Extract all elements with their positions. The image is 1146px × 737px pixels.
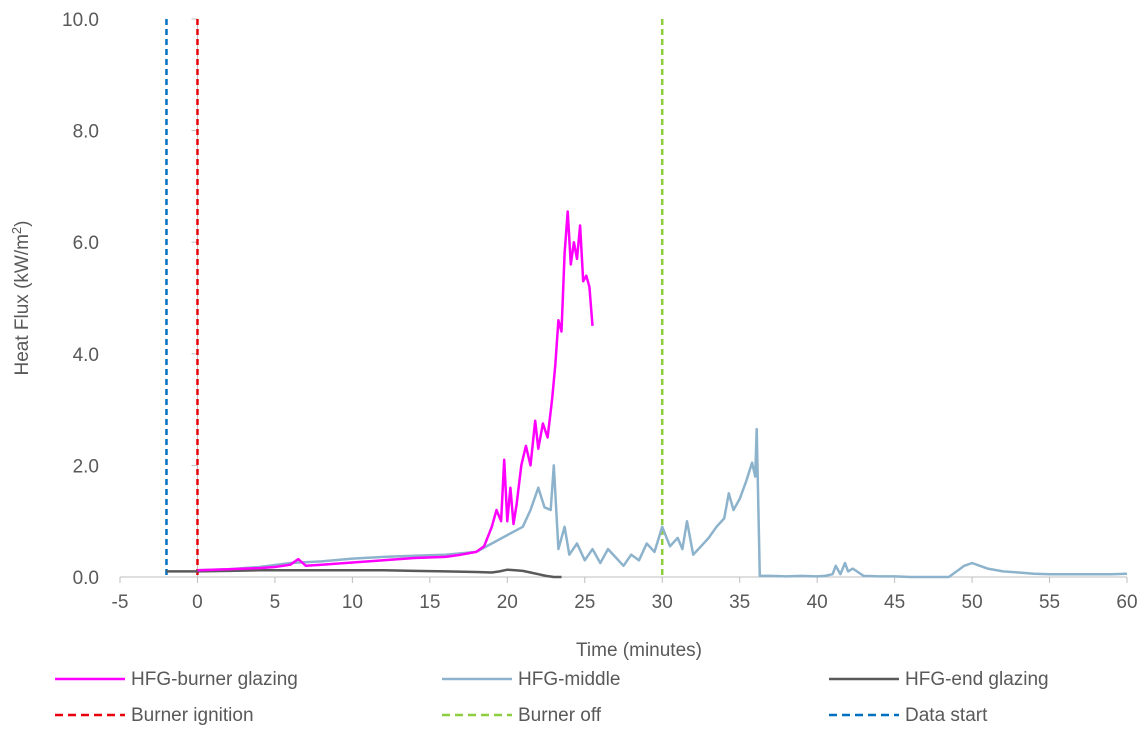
legend-label: HFG-end glazing [905,669,1049,690]
y-tick-label: 0.0 [73,568,99,589]
x-tick-label: 30 [652,592,673,613]
x-tick-label: 0 [192,592,203,613]
series-line-hfg-end-glazing [166,568,562,579]
legend-label: HFG-middle [518,669,620,690]
chart-series [165,19,1128,579]
x-tick-label: 25 [574,592,595,613]
chart-axes: 0.0 2.0 4.0 6.0 8.0 10.0 -5 0 5 10 15 20 25 30 35 40 45 5… [62,10,1138,613]
x-tick-label: 20 [497,592,518,613]
y-tick-label: 6.0 [73,233,99,254]
y-axis-title-sup: 2 [9,227,24,234]
chart-labels: Time (minutes) Heat Flux (kW/m2) [9,220,702,661]
y-axis-title-close: ) [12,220,33,226]
x-tick-label: 10 [342,592,363,613]
x-tick-label: 35 [729,592,750,613]
x-tick-label: 45 [884,592,905,613]
chart-legend: HFG-burner glazing HFG-middle HFG-end glaz… [55,669,1049,726]
x-tick-label: 5 [270,592,281,613]
y-tick-label: 10.0 [62,10,99,31]
legend-label: Data start [905,705,988,726]
x-axis-title: Time (minutes) [576,640,702,661]
legend-label: Burner off [518,705,602,726]
legend-label: Burner ignition [131,705,254,726]
y-axis-title: Heat Flux (kW/m2) [9,220,33,375]
x-tick-label: 50 [962,592,983,613]
x-tick-label: 15 [419,592,440,613]
x-tick-label: 60 [1116,592,1137,613]
y-tick-label: 8.0 [73,122,99,143]
legend-label: HFG-burner glazing [131,669,298,690]
y-axis-title-main: Heat Flux (kW/m [12,234,33,375]
y-tick-label: 2.0 [73,456,99,477]
x-tick-label: 40 [807,592,828,613]
series-line-hfg-middle [197,427,1128,579]
x-tick-label: 55 [1039,592,1060,613]
series-line-hfg-burner-glazing [197,210,594,572]
x-tick-label: -5 [112,592,129,613]
y-tick-label: 4.0 [73,345,99,366]
